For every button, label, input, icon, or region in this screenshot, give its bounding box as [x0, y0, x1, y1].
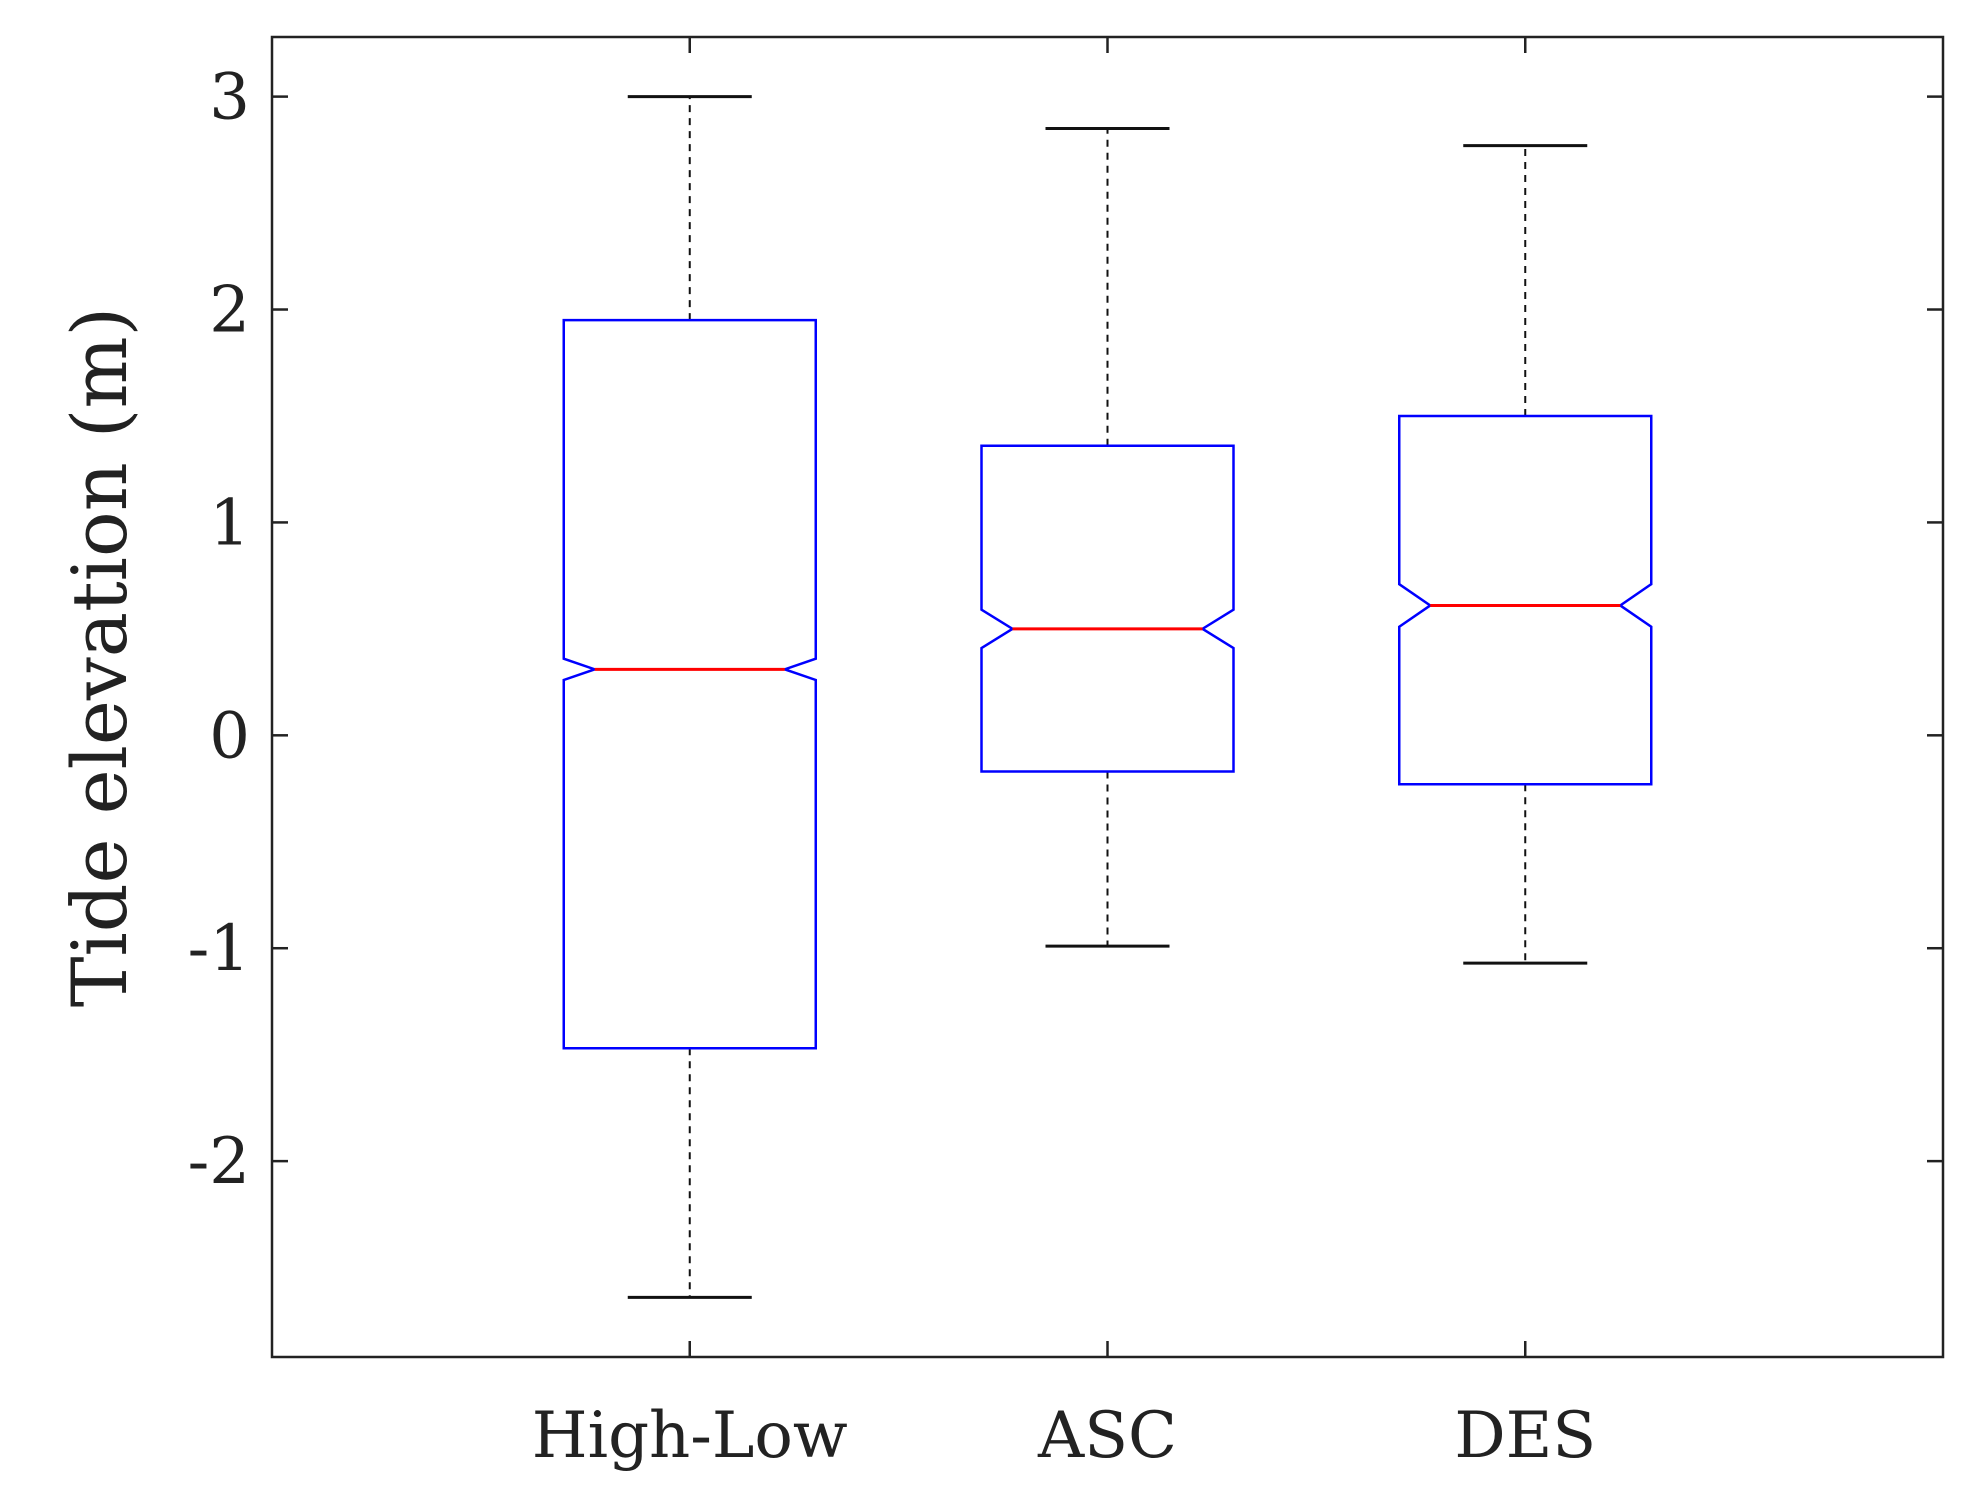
box-group [562, 95, 817, 1299]
y-tick-label: 3 [209, 61, 250, 135]
x-tick-label: High-Low [532, 1399, 848, 1473]
notched-box [1398, 414, 1653, 786]
y-tick-label: -2 [188, 1125, 250, 1199]
notched-box [980, 444, 1235, 773]
y-axis-label: Tide elevation (m) [55, 307, 144, 1007]
y-tick-label: 0 [209, 699, 250, 773]
notched-box [562, 318, 817, 1050]
y-tick-label: -1 [188, 912, 250, 986]
y-tick-label: 1 [209, 486, 250, 560]
axis-ticks: -2 -1 0 1 2 3 High-Low ASC DES [188, 37, 1943, 1473]
x-tick-label: ASC [1037, 1399, 1177, 1473]
box-group [1398, 144, 1653, 965]
box-group [980, 127, 1235, 948]
x-tick-label: DES [1454, 1399, 1596, 1473]
y-tick-label: 2 [209, 274, 250, 348]
plot-area [562, 95, 1653, 1299]
